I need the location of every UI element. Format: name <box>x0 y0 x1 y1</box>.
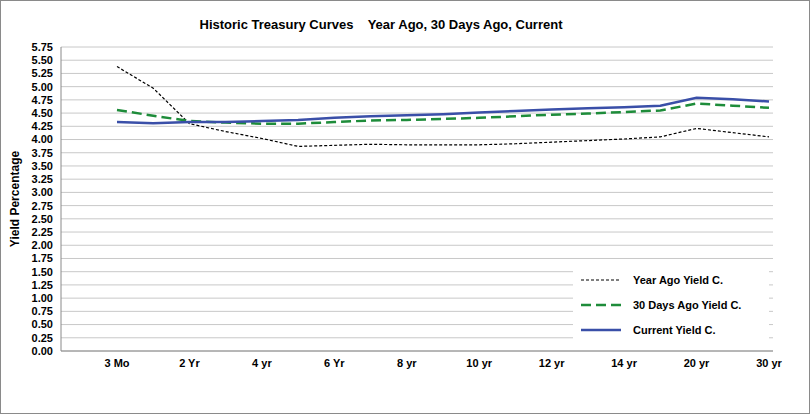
svg-text:2.75: 2.75 <box>32 200 53 212</box>
svg-text:5.50: 5.50 <box>32 54 53 66</box>
svg-text:1.75: 1.75 <box>32 252 53 264</box>
svg-text:3.00: 3.00 <box>32 186 53 198</box>
svg-text:0.00: 0.00 <box>32 345 53 357</box>
svg-text:2.50: 2.50 <box>32 213 53 225</box>
svg-text:5.75: 5.75 <box>32 41 53 53</box>
html-text:30 Days Ago Yield C.: 30 Days Ago Yield C. <box>633 299 742 311</box>
svg-text:5.00: 5.00 <box>32 81 53 93</box>
svg-text:4.50: 4.50 <box>32 107 53 119</box>
svg-text:14 yr: 14 yr <box>611 357 637 369</box>
svg-text:0.25: 0.25 <box>32 332 53 344</box>
svg-text:20 yr: 20 yr <box>684 357 710 369</box>
svg-text:12 yr: 12 yr <box>539 357 565 369</box>
svg-text:3.75: 3.75 <box>32 147 53 159</box>
svg-text:4.25: 4.25 <box>32 120 53 132</box>
svg-text:3.50: 3.50 <box>32 160 53 172</box>
html-text:Year Ago Yield C.: Year Ago Yield C. <box>633 273 724 286</box>
svg-text:2.25: 2.25 <box>32 226 53 238</box>
svg-text:0.75: 0.75 <box>32 305 53 317</box>
svg-text:1.00: 1.00 <box>32 292 53 304</box>
svg-text:30 yr: 30 yr <box>756 357 782 369</box>
svg-text:4.75: 4.75 <box>32 94 53 106</box>
svg-text:0.50: 0.50 <box>32 318 53 330</box>
html-text:Current Yield C.: Current Yield C. <box>633 324 716 337</box>
svg-text:1.25: 1.25 <box>32 279 53 291</box>
svg-text:1.50: 1.50 <box>32 266 53 278</box>
svg-text:3 Mo: 3 Mo <box>104 357 129 369</box>
svg-text:2.00: 2.00 <box>32 239 53 251</box>
svg-text:5.25: 5.25 <box>32 67 53 79</box>
svg-text:8 yr: 8 yr <box>397 357 417 369</box>
svg-text:4 yr: 4 yr <box>252 357 272 369</box>
svg-text:Yield Percentage: Yield Percentage <box>8 151 22 248</box>
html-text:Historic Treasury Curves Year: Historic Treasury Curves Year Ago, 30 Da… <box>199 17 563 32</box>
svg-text:3.25: 3.25 <box>32 173 53 185</box>
svg-text:4.00: 4.00 <box>32 133 53 145</box>
svg-text:2 Yr: 2 Yr <box>179 357 200 369</box>
svg-text:6 Yr: 6 Yr <box>324 357 345 369</box>
svg-text:10 yr: 10 yr <box>466 357 492 369</box>
